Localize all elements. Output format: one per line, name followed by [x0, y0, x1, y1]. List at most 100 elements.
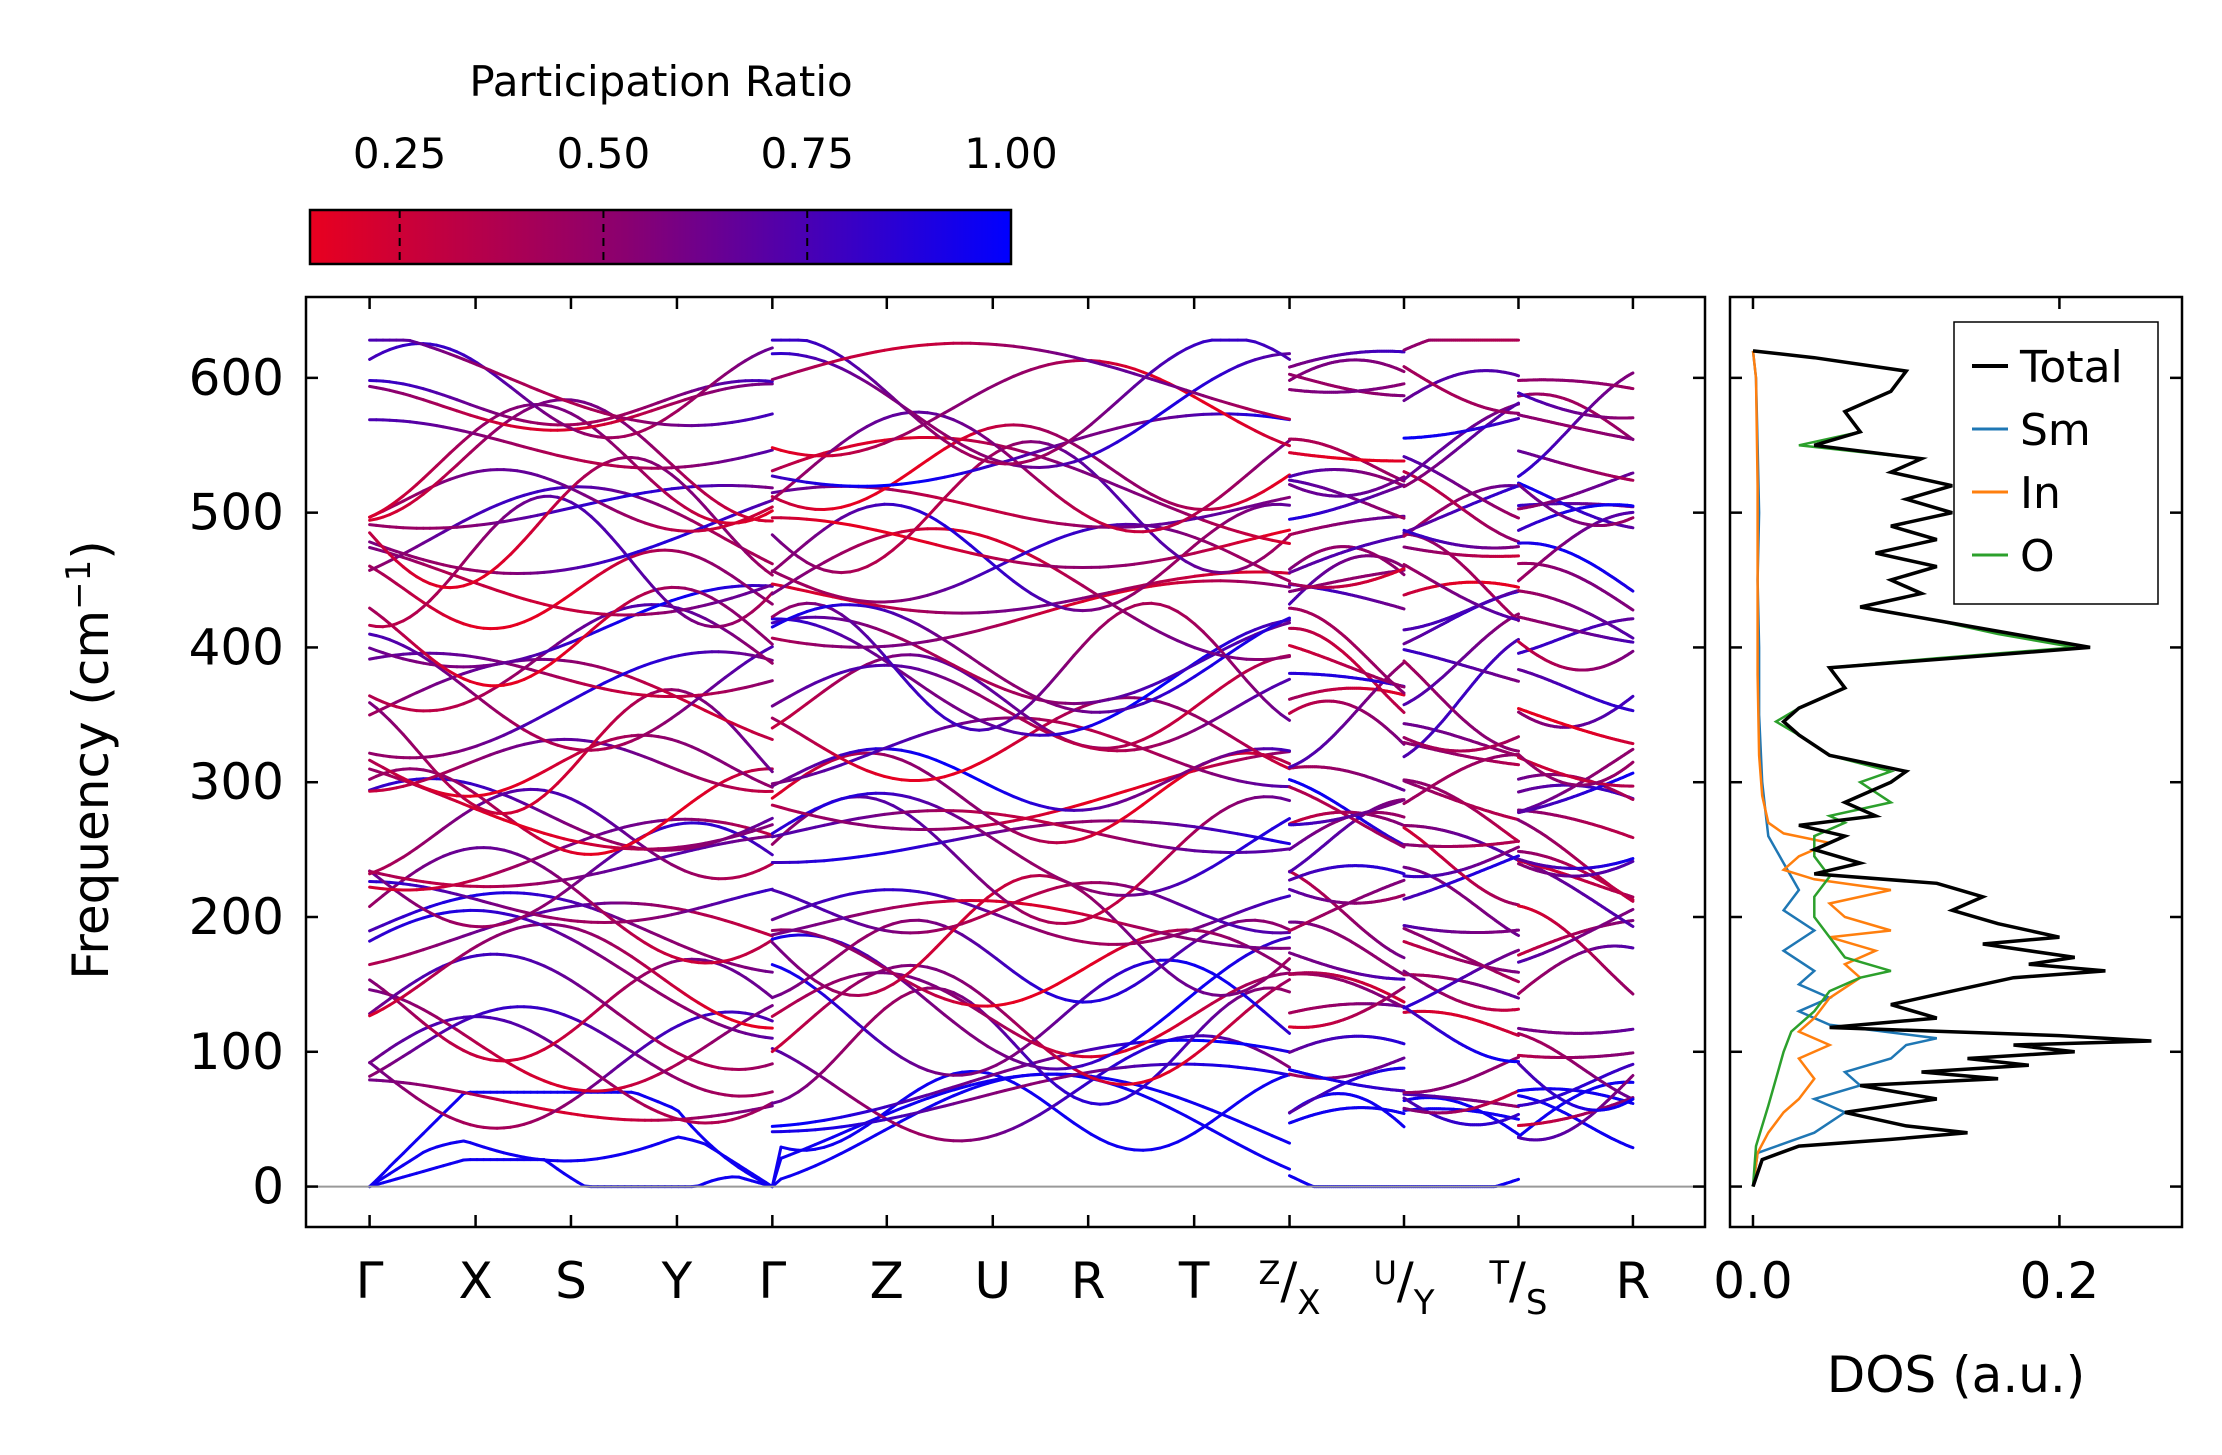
- band-segment: [1184, 675, 1197, 684]
- band-segment: [1089, 896, 1102, 908]
- band-segment: [779, 1035, 792, 1047]
- band-segment: [1055, 1084, 1067, 1094]
- band-segment: [1279, 987, 1291, 994]
- band-segment: [1253, 995, 1266, 1006]
- band-segment: [960, 980, 973, 989]
- band-segment: [788, 958, 800, 969]
- band-segment: [697, 1132, 707, 1142]
- band-segment: [703, 1138, 714, 1148]
- colorbar-tick-label: 0.25: [353, 129, 447, 178]
- band-segment: [926, 999, 938, 1010]
- band-segment: [1279, 796, 1291, 803]
- band-segment: [951, 644, 964, 653]
- band-segment: [831, 952, 843, 962]
- band-segment: [1236, 739, 1248, 748]
- band-segment: [1167, 1005, 1179, 1016]
- colorbar-tick-label: 0.50: [557, 129, 651, 178]
- band-segment: [796, 966, 809, 977]
- band-segment: [1279, 1163, 1291, 1171]
- band-segment: [995, 839, 1007, 848]
- band-segment: [1201, 630, 1214, 643]
- band-segment: [969, 655, 981, 665]
- band-segment: [529, 523, 539, 535]
- band-segment: [882, 1000, 895, 1011]
- band-segment: [408, 740, 419, 752]
- band-segment: [764, 485, 774, 490]
- band-segment: [1107, 612, 1119, 623]
- band-segment: [779, 949, 792, 962]
- band-segment: [857, 934, 869, 943]
- band-segment: [764, 346, 774, 352]
- band-segment: [805, 981, 817, 991]
- band-segment: [1210, 860, 1223, 869]
- band-segment: [1081, 584, 1093, 593]
- band-segment: [1176, 610, 1188, 619]
- band-segment: [805, 1013, 817, 1024]
- band-segment: [1227, 646, 1240, 655]
- band-segment: [1055, 1096, 1067, 1106]
- band-segment: [943, 1013, 955, 1024]
- band-segment: [1279, 1060, 1291, 1069]
- band-segment: [1227, 733, 1240, 742]
- band-segment: [1081, 635, 1093, 648]
- band-segment: [1219, 1002, 1231, 1012]
- band-segment: [421, 1125, 432, 1135]
- band-segment: [1012, 905, 1024, 914]
- band-segment: [1029, 861, 1042, 870]
- band-segment: [839, 672, 852, 681]
- band-segment: [926, 688, 938, 697]
- band-segment: [1124, 809, 1136, 819]
- band-segment: [986, 1045, 998, 1053]
- band-segment: [1055, 1012, 1067, 1023]
- band-segment: [1132, 1032, 1145, 1042]
- band-segment: [764, 379, 774, 383]
- band-segment: [943, 699, 955, 708]
- band-segment: [1270, 705, 1283, 716]
- band-segment: [1124, 929, 1136, 942]
- band-segment: [1219, 680, 1231, 690]
- band-segment: [764, 559, 774, 566]
- band-segment: [482, 529, 492, 540]
- band-segment: [401, 1145, 412, 1155]
- band-segment: [1227, 1017, 1240, 1028]
- band-segment: [900, 1056, 912, 1064]
- band-segment: [848, 980, 860, 990]
- band-segment: [1020, 701, 1033, 713]
- band-segment: [1279, 978, 1291, 987]
- band-segment: [943, 928, 955, 941]
- band-segment: [813, 689, 826, 699]
- band-segment: [1176, 712, 1188, 722]
- band-segment: [455, 1092, 466, 1102]
- band-segment: [1236, 953, 1248, 963]
- band-segment: [822, 958, 835, 969]
- band-segment: [1141, 796, 1154, 807]
- band-segment: [1244, 678, 1257, 692]
- band-segment: [865, 1015, 878, 1027]
- band-segment: [977, 661, 990, 671]
- band-segment: [750, 747, 761, 759]
- band-segment: [1270, 822, 1283, 831]
- band-segment: [609, 535, 620, 547]
- band-segment: [934, 694, 947, 703]
- band-segment: [770, 940, 783, 953]
- band-segment: [757, 755, 768, 766]
- band-segment: [636, 567, 647, 579]
- band-segment: [977, 876, 990, 888]
- band-segment: [1279, 677, 1291, 685]
- band-segment: [951, 851, 964, 864]
- band-segment: [368, 1178, 378, 1189]
- band-segment: [813, 1006, 826, 1017]
- band-segment: [796, 1020, 809, 1032]
- band-segment: [986, 950, 998, 961]
- band-segment: [1219, 1024, 1231, 1036]
- band-segment: [788, 708, 800, 718]
- band-segment: [995, 892, 1007, 902]
- band-segment: [1279, 621, 1291, 627]
- band-segment: [1150, 1019, 1162, 1030]
- band-segment: [764, 1035, 774, 1040]
- band-segment: [822, 683, 835, 693]
- band-segment: [995, 884, 1007, 893]
- band-segment: [1210, 1113, 1223, 1123]
- band-segment: [1158, 784, 1171, 794]
- band-segment: [1003, 699, 1016, 709]
